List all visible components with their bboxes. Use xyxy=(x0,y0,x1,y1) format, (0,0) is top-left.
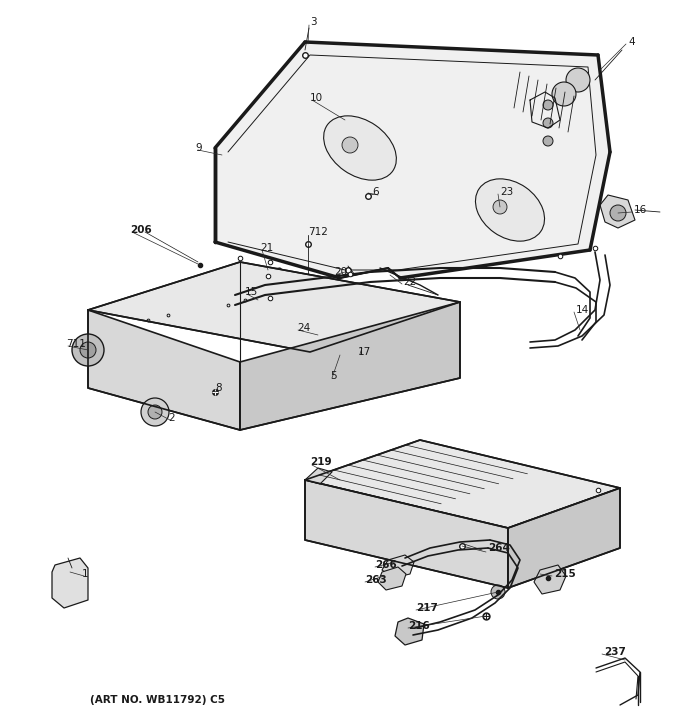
Circle shape xyxy=(72,334,104,366)
Text: 10: 10 xyxy=(310,93,323,103)
Polygon shape xyxy=(346,332,382,362)
Polygon shape xyxy=(88,262,460,352)
Circle shape xyxy=(552,82,576,106)
Circle shape xyxy=(543,118,553,128)
Text: 711: 711 xyxy=(66,339,86,349)
Polygon shape xyxy=(382,555,414,578)
Text: 217: 217 xyxy=(416,603,438,613)
Text: 219: 219 xyxy=(310,457,332,467)
Polygon shape xyxy=(240,302,460,430)
Polygon shape xyxy=(215,42,610,278)
Text: 17: 17 xyxy=(358,347,371,357)
Polygon shape xyxy=(252,268,295,318)
Text: 4: 4 xyxy=(628,37,634,47)
Polygon shape xyxy=(305,468,332,484)
Polygon shape xyxy=(305,480,508,588)
Polygon shape xyxy=(395,618,424,645)
Polygon shape xyxy=(600,195,635,228)
Text: 8: 8 xyxy=(215,383,222,393)
Polygon shape xyxy=(305,440,620,528)
Circle shape xyxy=(358,341,372,355)
Text: 2: 2 xyxy=(168,413,175,423)
Circle shape xyxy=(80,342,96,358)
Text: 16: 16 xyxy=(634,205,647,215)
Circle shape xyxy=(610,205,626,221)
Circle shape xyxy=(543,100,553,110)
Ellipse shape xyxy=(475,179,545,241)
Polygon shape xyxy=(378,567,406,590)
Circle shape xyxy=(342,137,358,153)
Text: 206: 206 xyxy=(130,225,152,235)
Polygon shape xyxy=(312,322,358,354)
Circle shape xyxy=(148,405,162,419)
Text: 266: 266 xyxy=(375,560,396,570)
Circle shape xyxy=(491,585,505,599)
Text: 3: 3 xyxy=(310,17,317,27)
Circle shape xyxy=(566,68,590,92)
Text: 263: 263 xyxy=(365,575,387,585)
Ellipse shape xyxy=(324,116,396,180)
Circle shape xyxy=(141,398,169,426)
Text: 22: 22 xyxy=(403,277,416,287)
Text: 264: 264 xyxy=(488,543,510,553)
Text: 5: 5 xyxy=(330,371,337,381)
Circle shape xyxy=(493,200,507,214)
Text: 21: 21 xyxy=(260,243,273,253)
Polygon shape xyxy=(255,305,285,326)
Text: 20: 20 xyxy=(334,267,347,277)
Polygon shape xyxy=(508,488,620,588)
Text: 9: 9 xyxy=(195,143,202,153)
Polygon shape xyxy=(534,565,566,594)
Text: (ART NO. WB11792) C5: (ART NO. WB11792) C5 xyxy=(90,695,225,705)
Text: 24: 24 xyxy=(297,323,310,333)
Text: 215: 215 xyxy=(554,569,576,579)
Text: 23: 23 xyxy=(500,187,513,197)
Text: 237: 237 xyxy=(604,647,626,657)
Text: 6: 6 xyxy=(372,187,379,197)
Text: 14: 14 xyxy=(576,305,590,315)
Polygon shape xyxy=(52,558,88,608)
Circle shape xyxy=(543,136,553,146)
Text: 712: 712 xyxy=(308,227,328,237)
Text: 15: 15 xyxy=(245,287,258,297)
Text: 216: 216 xyxy=(408,621,430,631)
Text: 1: 1 xyxy=(82,569,88,579)
Polygon shape xyxy=(88,310,240,430)
